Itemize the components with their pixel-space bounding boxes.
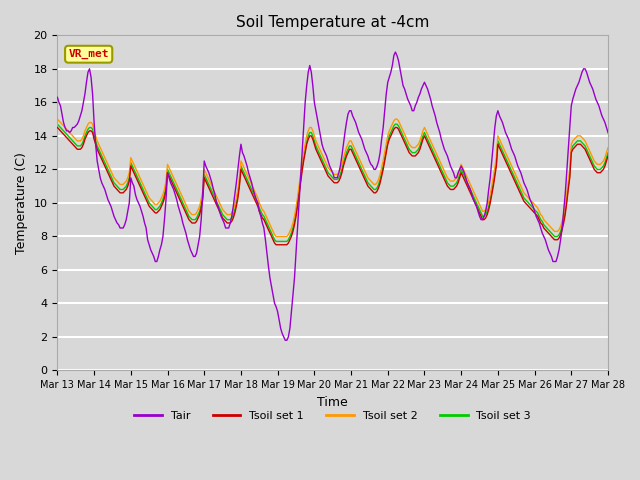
Line: Tsoil set 1: Tsoil set 1 <box>58 128 640 245</box>
Tsoil set 1 <box>74 146 81 152</box>
Tsoil set 2 <box>54 116 61 122</box>
Tsoil set 3 <box>272 239 280 244</box>
Tair <box>356 133 364 139</box>
Title: Soil Temperature at -4cm: Soil Temperature at -4cm <box>236 15 429 30</box>
Y-axis label: Temperature (C): Temperature (C) <box>15 152 28 254</box>
Legend: Tair, Tsoil set 1, Tsoil set 2, Tsoil set 3: Tair, Tsoil set 1, Tsoil set 2, Tsoil se… <box>130 406 536 425</box>
Tsoil set 3 <box>187 215 195 221</box>
X-axis label: Time: Time <box>317 396 348 408</box>
Tair <box>187 247 195 252</box>
Tsoil set 3 <box>54 121 61 127</box>
Tsoil set 3 <box>358 167 365 172</box>
Tair <box>298 150 306 156</box>
Tsoil set 2 <box>300 150 307 156</box>
Tsoil set 2 <box>358 161 365 167</box>
Tair <box>74 121 81 127</box>
Tsoil set 3 <box>300 155 307 160</box>
Tsoil set 1 <box>358 170 365 176</box>
Tsoil set 2 <box>187 210 195 216</box>
Tsoil set 3 <box>74 143 81 149</box>
Line: Tair: Tair <box>58 52 640 354</box>
Tair <box>392 49 399 55</box>
Text: VR_met: VR_met <box>68 49 109 60</box>
Tsoil set 2 <box>272 233 280 239</box>
Tsoil set 1 <box>54 125 61 131</box>
Tsoil set 1 <box>187 218 195 224</box>
Tsoil set 1 <box>300 158 307 164</box>
Tair <box>54 95 61 100</box>
Tsoil set 1 <box>272 242 280 248</box>
Line: Tsoil set 2: Tsoil set 2 <box>58 119 640 236</box>
Tsoil set 2 <box>74 138 81 144</box>
Line: Tsoil set 3: Tsoil set 3 <box>58 124 640 241</box>
